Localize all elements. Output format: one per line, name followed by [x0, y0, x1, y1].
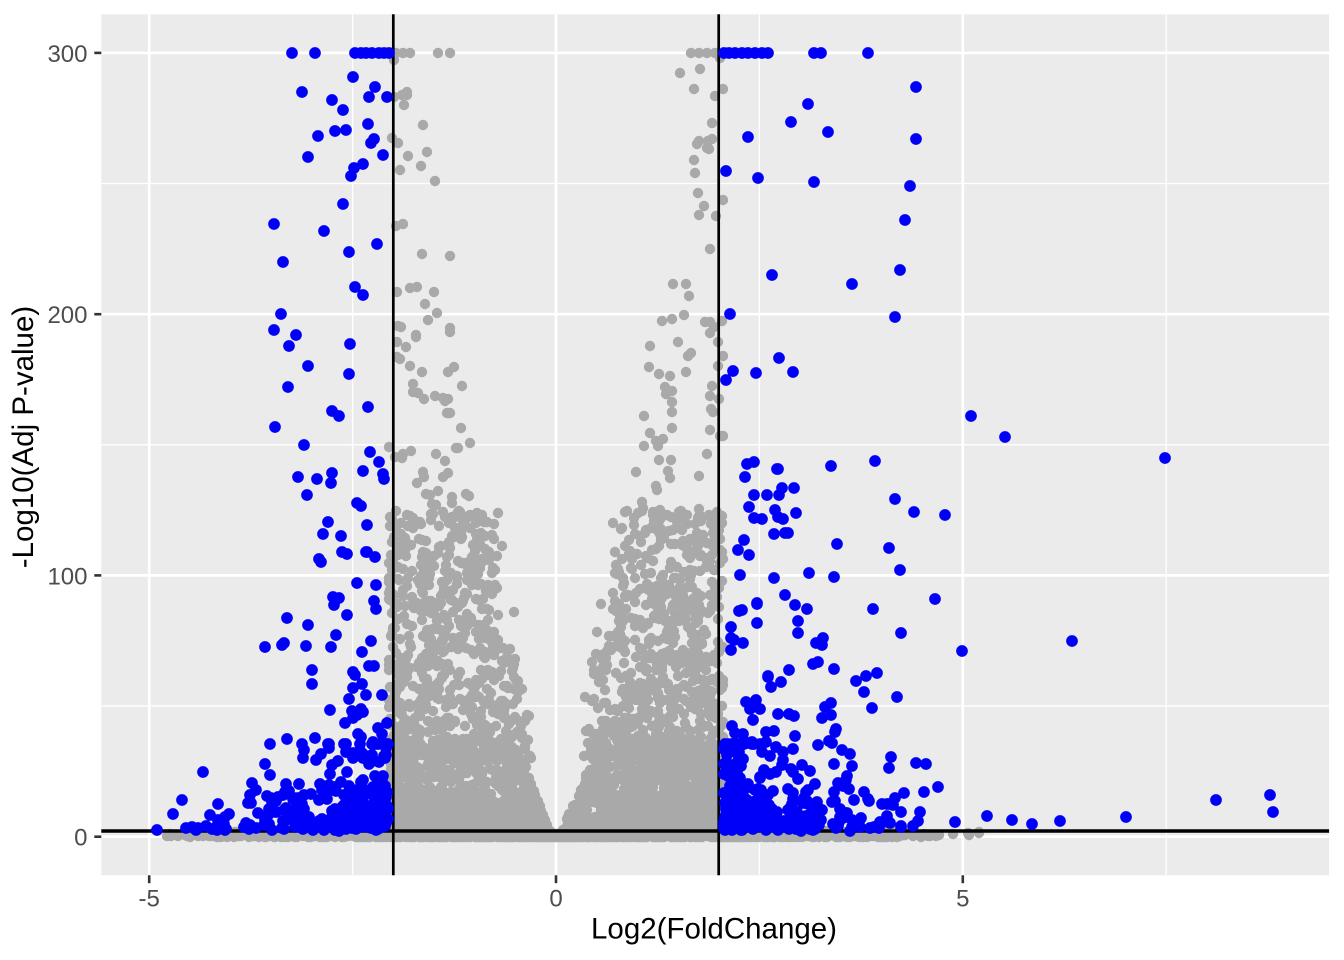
- svg-text:-5: -5: [139, 886, 160, 913]
- svg-text:200: 200: [47, 302, 87, 329]
- svg-text:5: 5: [956, 886, 969, 913]
- svg-text:100: 100: [47, 563, 87, 590]
- svg-text:0: 0: [74, 825, 87, 852]
- svg-text:0: 0: [549, 886, 562, 913]
- svg-text:Log2(FoldChange): Log2(FoldChange): [591, 913, 837, 946]
- svg-text:-Log10(Adj P-value): -Log10(Adj P-value): [7, 306, 40, 568]
- svg-text:300: 300: [47, 41, 87, 68]
